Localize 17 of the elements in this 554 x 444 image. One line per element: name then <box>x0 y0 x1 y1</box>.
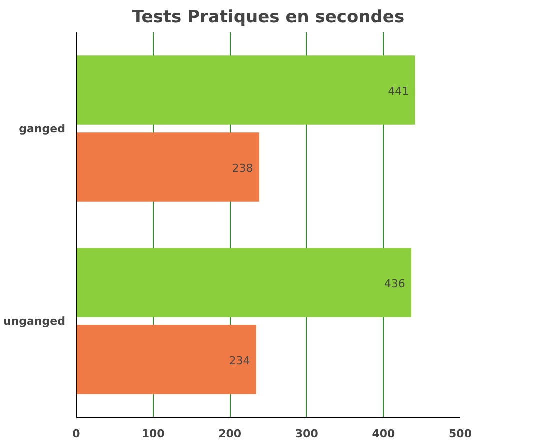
x-tick-label: 200 <box>218 428 242 440</box>
x-tick-label: 0 <box>72 428 81 440</box>
y-tick-label: ganged <box>19 122 66 136</box>
bar <box>76 132 260 202</box>
data-label: 238 <box>232 162 254 175</box>
y-tick-label: unganged <box>4 314 66 328</box>
bar <box>76 248 412 318</box>
data-label: 441 <box>388 84 410 98</box>
bar <box>76 325 256 394</box>
chart-title: Tests Pratiques en secondes <box>132 8 405 28</box>
x-tick-label: 400 <box>372 428 396 440</box>
x-tick-label: 100 <box>142 428 166 440</box>
data-label: 436 <box>384 277 406 290</box>
x-tick-label: 300 <box>295 428 319 440</box>
bar <box>76 56 416 125</box>
data-label: 234 <box>229 354 250 368</box>
x-tick-label: 500 <box>449 428 472 440</box>
